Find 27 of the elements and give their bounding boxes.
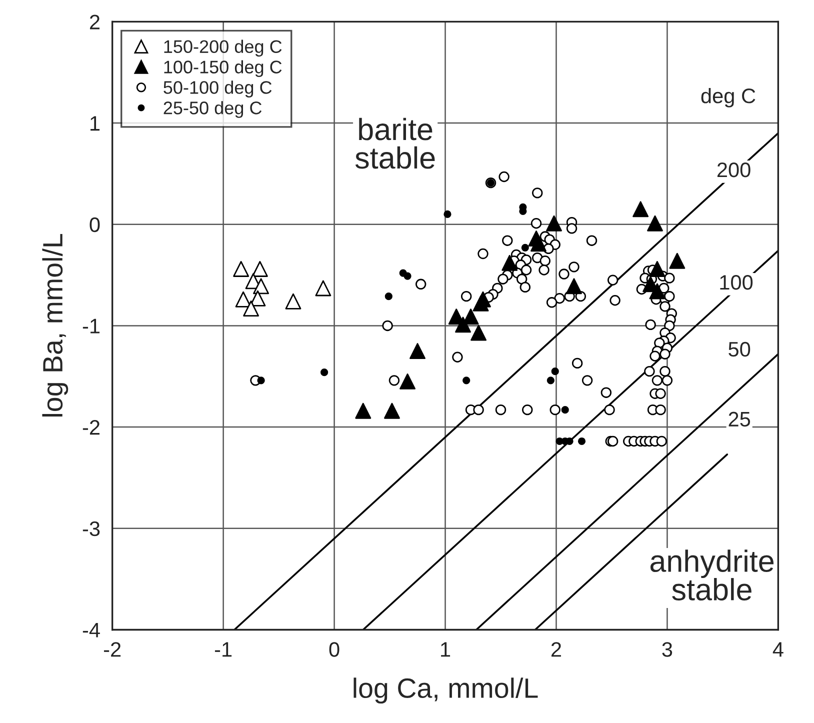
x-tick-label: 3 — [662, 642, 672, 657]
y-tick-label: 0 — [90, 217, 100, 232]
x-tick-label: 1 — [441, 642, 450, 657]
annotation: 50 — [728, 342, 750, 357]
y-tick-label: -3 — [82, 521, 100, 536]
x-tick-label: 2 — [551, 642, 561, 657]
annotation: anhydrite stable — [650, 550, 774, 600]
x-tick-label: 4 — [772, 642, 784, 657]
annotation: 25 — [728, 412, 750, 427]
legend-label: 100-150 deg C — [164, 60, 282, 78]
x-tick-label: -1 — [214, 642, 232, 657]
y-tick-label: -4 — [82, 622, 100, 638]
annotation: 100 — [720, 275, 753, 290]
legend-label: 150-200 deg C — [164, 40, 282, 57]
y-axis-title: log Ba, mmol/L — [42, 234, 68, 416]
y-tick-label: -2 — [82, 420, 100, 435]
y-tick-label: -1 — [82, 318, 100, 334]
annotation: 200 — [717, 162, 750, 178]
x-tick-label: -2 — [104, 642, 121, 657]
legend-label: 25-50 deg C — [164, 101, 262, 118]
annotation: barite stable — [355, 118, 435, 169]
x-axis-title: log Ca, mmol/L — [354, 678, 538, 704]
x-tick-label: 0 — [329, 642, 340, 657]
y-tick-label: 2 — [90, 14, 100, 30]
legend-label: 50-100 deg C — [164, 80, 272, 98]
annotation: deg C — [701, 88, 756, 108]
y-tick-label: 1 — [90, 116, 100, 131]
